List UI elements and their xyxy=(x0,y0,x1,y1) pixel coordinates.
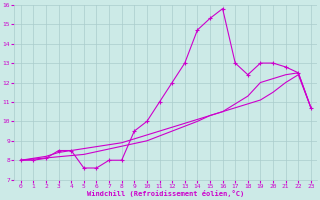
X-axis label: Windchill (Refroidissement éolien,°C): Windchill (Refroidissement éolien,°C) xyxy=(87,190,244,197)
